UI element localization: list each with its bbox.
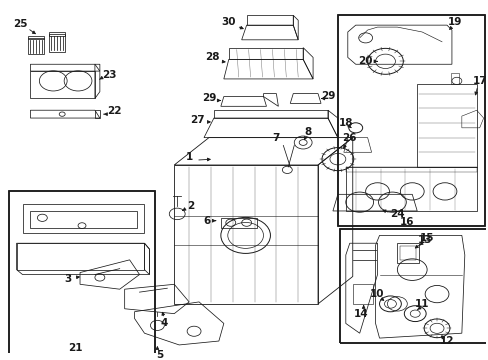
Text: 19: 19 — [447, 17, 461, 27]
Text: 21: 21 — [68, 343, 82, 353]
Bar — [339, 229, 488, 343]
Text: 8: 8 — [304, 127, 311, 137]
Text: 18: 18 — [338, 118, 352, 128]
Text: 29: 29 — [320, 91, 334, 100]
Text: 17: 17 — [471, 76, 486, 86]
Text: 30: 30 — [221, 17, 236, 27]
Text: 26: 26 — [342, 132, 356, 143]
Text: 27: 27 — [189, 115, 204, 125]
Text: 10: 10 — [369, 289, 384, 299]
Text: 1: 1 — [185, 152, 192, 162]
Text: 25: 25 — [13, 19, 28, 29]
Text: 28: 28 — [204, 53, 219, 62]
Text: 11: 11 — [414, 299, 428, 309]
Text: 23: 23 — [102, 70, 117, 80]
Text: 20: 20 — [358, 56, 372, 66]
Bar — [339, 229, 488, 343]
Text: 24: 24 — [389, 209, 404, 219]
Text: 14: 14 — [353, 309, 367, 319]
Text: 16: 16 — [399, 217, 414, 227]
Text: 12: 12 — [439, 336, 453, 346]
Text: 6: 6 — [203, 216, 210, 226]
Bar — [337, 15, 484, 226]
Bar — [9, 192, 155, 357]
Text: 13: 13 — [417, 235, 431, 245]
Text: 4: 4 — [161, 319, 168, 328]
Text: 7: 7 — [272, 132, 280, 143]
Bar — [337, 15, 484, 226]
Bar — [9, 192, 155, 357]
Text: 5: 5 — [155, 350, 163, 360]
Text: 15: 15 — [419, 233, 433, 243]
Text: 3: 3 — [64, 274, 72, 284]
Text: 29: 29 — [202, 94, 216, 103]
Text: 22: 22 — [107, 106, 122, 116]
Text: 2: 2 — [187, 201, 194, 211]
